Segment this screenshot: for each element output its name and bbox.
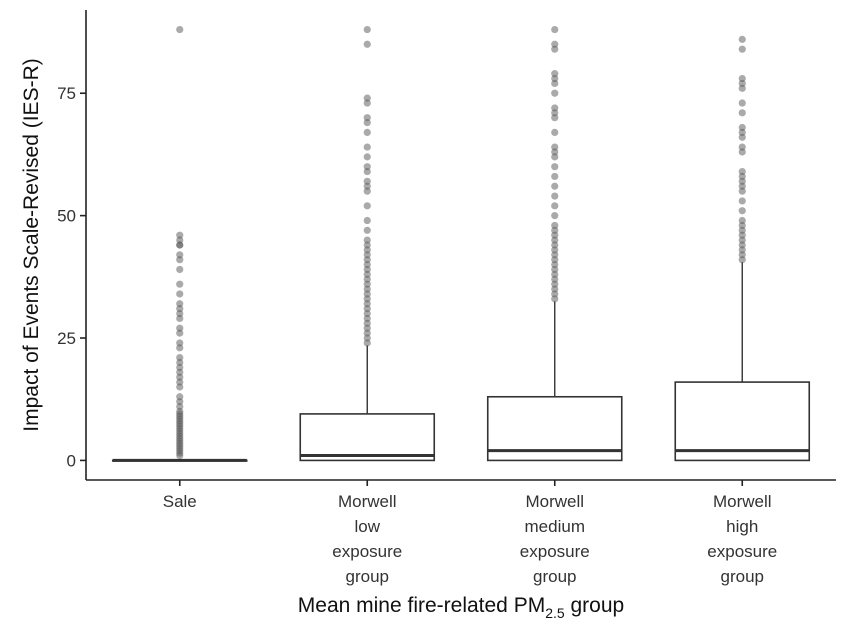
outlier-point	[176, 25, 184, 34]
outlier-point	[363, 153, 371, 161]
outlier-point	[551, 143, 559, 151]
outlier-point	[363, 114, 371, 122]
box-iqr	[674, 381, 811, 462]
x-axis-title-tail: group	[565, 594, 625, 617]
x-axis-title-subscript: 2.5	[545, 605, 565, 621]
outlier-point	[176, 251, 184, 259]
outlier-point	[738, 74, 746, 83]
outlier-point	[738, 167, 746, 176]
outlier-point	[363, 202, 371, 210]
box-iqr	[299, 413, 436, 462]
outlier-point	[363, 143, 371, 151]
outlier-point	[176, 324, 184, 332]
outlier-point	[363, 94, 371, 102]
outlier-point	[738, 197, 746, 205]
box-group	[486, 25, 623, 462]
x-tick-label: low	[354, 517, 380, 536]
outlier-point	[363, 177, 371, 185]
outlier-point	[738, 109, 746, 117]
box-group	[674, 35, 811, 462]
outlier-point	[551, 182, 559, 190]
x-tick-label: medium	[525, 517, 585, 536]
outlier-point	[551, 25, 559, 34]
outlier-point	[363, 40, 371, 48]
outlier-point	[551, 212, 559, 220]
x-tick-label: exposure	[332, 542, 402, 561]
outlier-point	[363, 25, 371, 34]
outlier-point	[738, 45, 746, 53]
outlier-point	[738, 143, 746, 151]
y-tick-label: 0	[67, 451, 76, 470]
x-axis-title: Mean mine fire-related PM2.5 group	[298, 594, 624, 621]
x-axis-title-main: Mean mine fire-related PM	[298, 594, 545, 617]
x-tick-label: group	[346, 567, 389, 586]
outlier-point	[551, 172, 559, 181]
outlier-point	[176, 300, 184, 308]
y-tick-label: 25	[57, 329, 76, 348]
outlier-point	[363, 226, 371, 234]
x-tick-label: group	[721, 567, 764, 586]
outlier-point	[551, 40, 559, 48]
box-group	[299, 25, 436, 462]
outlier-point	[551, 163, 559, 171]
outlier-point	[176, 393, 184, 401]
outlier-point	[176, 290, 184, 298]
outlier-point	[551, 104, 559, 112]
outlier-point	[176, 265, 184, 274]
outlier-point	[551, 89, 559, 97]
outlier-point	[363, 128, 371, 136]
x-axis-ticks: Sale Morwell low exposure group Morwell medium…	[163, 480, 777, 586]
x-tick-label: high	[726, 517, 758, 536]
outlier-point	[738, 216, 746, 225]
outlier-point	[738, 123, 746, 132]
outlier-point	[176, 339, 184, 347]
outlier-point	[738, 35, 746, 43]
outlier-point	[551, 221, 559, 230]
y-tick-label: 50	[57, 207, 76, 226]
x-tick-label: Morwell	[338, 492, 397, 511]
y-axis-title: Impact of Events Scale-Revised (IES-R)	[20, 58, 43, 431]
x-tick-label: group	[533, 567, 576, 586]
x-tick-label: exposure	[520, 542, 590, 561]
outlier-point	[176, 354, 184, 362]
outlier-point	[551, 192, 559, 200]
y-tick-label: 75	[57, 84, 76, 103]
outlier-point	[738, 207, 746, 215]
outlier-point	[551, 70, 559, 78]
outlier-point	[363, 163, 371, 171]
outlier-point	[176, 280, 184, 288]
outlier-point	[176, 231, 184, 239]
outlier-point	[738, 99, 746, 107]
y-axis-ticks: 0 25 50 75	[57, 84, 86, 470]
x-tick-label: Sale	[163, 492, 197, 511]
outlier-point	[551, 128, 559, 136]
x-tick-label: Morwell	[713, 492, 772, 511]
plot-area	[111, 25, 811, 462]
outlier-point	[551, 202, 559, 210]
x-tick-label: exposure	[707, 542, 777, 561]
x-tick-label: Morwell	[525, 492, 584, 511]
box-group	[111, 25, 248, 462]
outlier-point	[363, 236, 371, 244]
outlier-point	[363, 216, 371, 225]
